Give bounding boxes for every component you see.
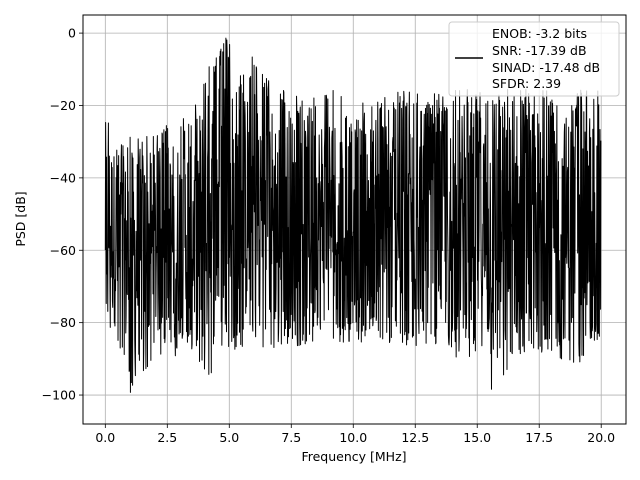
x-axis-ticks: 0.0 2.5 5.0 7.5 10.0 12.5 15.0 17.5 20.0 [95, 424, 615, 445]
legend-entry-snr: SNR: -17.39 dB [492, 43, 587, 58]
x-tick-label: 2.5 [157, 430, 177, 445]
x-tick-label: 10.0 [339, 430, 367, 445]
y-tick-label: −20 [50, 98, 76, 113]
x-tick-label: 20.0 [587, 430, 615, 445]
x-tick-label: 12.5 [401, 430, 429, 445]
y-tick-label: −60 [50, 243, 76, 258]
y-tick-label: −80 [50, 315, 76, 330]
y-tick-label: −100 [42, 388, 76, 403]
series-group [104, 37, 602, 393]
y-axis-ticks: 0 −20 −40 −60 −80 −100 [42, 26, 83, 403]
plot-area [104, 37, 602, 393]
x-tick-label: 5.0 [219, 430, 239, 445]
legend-entry-sfdr: SFDR: 2.39 [492, 76, 561, 91]
legend-entry-enob: ENOB: -3.2 bits [492, 26, 587, 41]
x-tick-label: 0.0 [95, 430, 115, 445]
plot-frame [82, 14, 627, 425]
psd-series-line [104, 37, 602, 393]
legend-box [448, 21, 620, 97]
y-tick-label: 0 [68, 26, 76, 41]
legend-entry-sinad: SINAD: -17.48 dB [492, 60, 600, 75]
x-axis-label: Frequency [MHz] [301, 449, 406, 464]
legend: ENOB: -3.2 bits SNR: -17.39 dB SINAD: -1… [448, 21, 620, 97]
y-axis-label: PSD [dB] [13, 191, 28, 246]
x-tick-label: 15.0 [463, 430, 491, 445]
y-tick-label: −40 [50, 170, 76, 185]
x-tick-label: 17.5 [525, 430, 553, 445]
x-tick-label: 7.5 [281, 430, 301, 445]
